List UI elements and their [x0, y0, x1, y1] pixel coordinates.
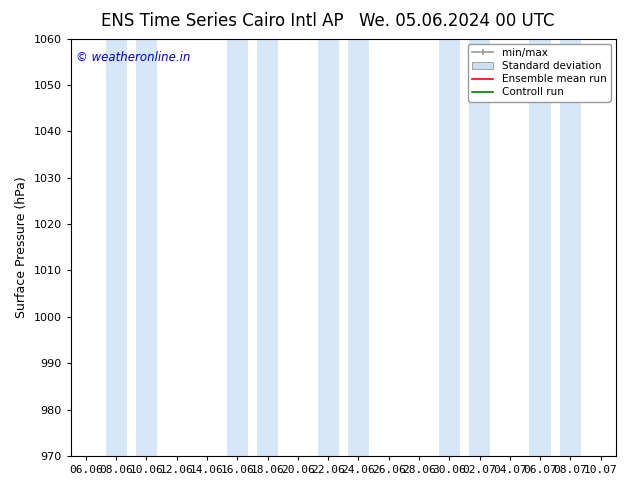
Bar	[469, 39, 490, 456]
Bar	[257, 39, 278, 456]
Bar	[105, 39, 127, 456]
Bar	[227, 39, 248, 456]
Bar	[529, 39, 551, 456]
Legend: min/max, Standard deviation, Ensemble mean run, Controll run: min/max, Standard deviation, Ensemble me…	[469, 44, 611, 101]
Text: © weatheronline.in: © weatheronline.in	[76, 51, 191, 64]
Y-axis label: Surface Pressure (hPa): Surface Pressure (hPa)	[15, 176, 28, 318]
Bar	[560, 39, 581, 456]
Bar	[439, 39, 460, 456]
Text: ENS Time Series Cairo Intl AP: ENS Time Series Cairo Intl AP	[101, 12, 343, 30]
Bar	[318, 39, 339, 456]
Bar	[348, 39, 369, 456]
Text: We. 05.06.2024 00 UTC: We. 05.06.2024 00 UTC	[359, 12, 554, 30]
Bar	[136, 39, 157, 456]
